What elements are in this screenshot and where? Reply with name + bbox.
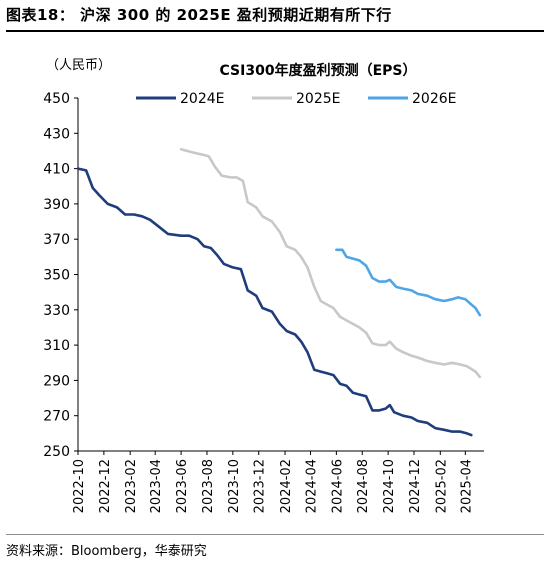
figure-title: 图表18： 沪深 300 的 2025E 盈利预期近期有所下行 [6,6,392,24]
x-tick-label: 2023-08 [201,459,216,513]
x-tick-label: 2025-04 [459,459,474,513]
x-tick-label: 2023-12 [253,459,268,513]
legend-label-2024E: 2024E [180,91,224,107]
y-axis: 250 270 290 310 330 350 370 390 410 430 450 [43,91,79,460]
x-tick-label: 2024-10 [382,459,397,513]
series-line-2026E [335,248,482,317]
y-axis-unit-label: （人民币） [46,58,111,73]
legend-label-2026E: 2026E [412,91,456,107]
y-tick-label: 450 [43,91,70,107]
series-line-2025E [179,147,482,379]
x-tick-label: 2023-04 [149,459,164,513]
y-tick-label: 330 [43,303,70,319]
line-chart: （人民币） CSI300年度盈利预测（EPS） 2024E 2025E 2026E … [43,58,484,513]
chart-title: CSI300年度盈利预测（EPS） [220,62,417,79]
source-rule [6,534,544,535]
x-tick-label: 2022-10 [72,459,87,513]
x-tick-label: 2023-02 [124,459,139,513]
y-tick-label: 250 [43,444,70,460]
y-tick-label: 270 [43,409,70,425]
x-tick-label: 2022-12 [98,459,113,513]
x-tick-label: 2024-08 [356,459,371,513]
x-tick-label: 2023-06 [175,459,190,513]
source-note: 资料来源：Bloomberg，华泰研究 [6,544,207,559]
x-tick-label: 2024-12 [408,459,423,513]
y-tick-label: 350 [43,268,70,284]
chart-legend: 2024E 2025E 2026E [136,91,456,107]
x-axis: 2022-10 2022-12 2023-02 2023-04 2023-06 2023-… [72,450,484,513]
y-tick-label: 430 [43,126,70,142]
y-tick-label: 290 [43,373,70,389]
x-tick-label: 2024-02 [279,459,294,513]
x-tick-label: 2023-10 [227,459,242,513]
y-tick-label: 370 [43,232,70,248]
x-tick-label: 2024-04 [304,459,319,513]
y-tick-label: 310 [43,338,70,354]
x-tick-label: 2025-02 [434,459,449,513]
title-rule [6,30,544,32]
series-group [76,147,482,437]
series-line-2024E [76,167,473,437]
y-tick-label: 410 [43,162,70,178]
y-tick-label: 390 [43,197,70,213]
x-tick-label: 2024-06 [330,459,345,513]
legend-label-2025E: 2025E [296,91,340,107]
